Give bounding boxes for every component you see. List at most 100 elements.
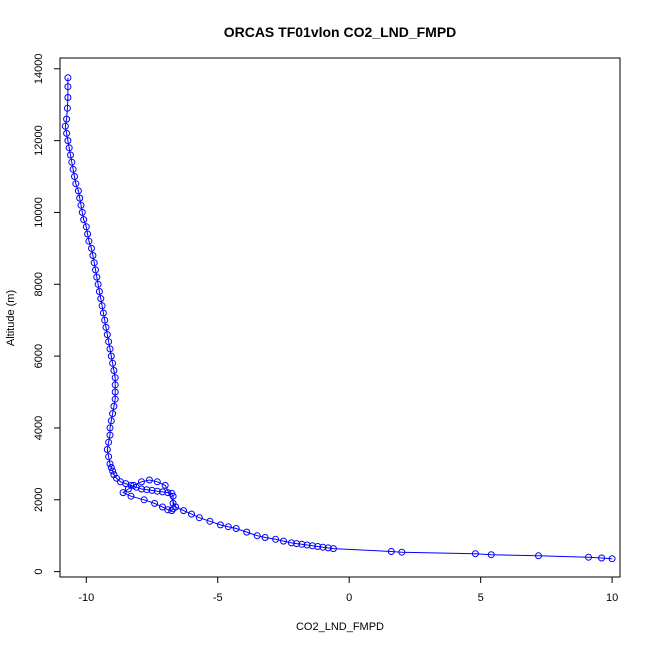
y-tick-label: 12000 <box>33 125 45 156</box>
data-point <box>598 554 606 562</box>
data-point <box>88 244 95 252</box>
data-point <box>164 506 172 514</box>
data-point <box>272 535 280 543</box>
data-point <box>103 331 111 339</box>
data-point <box>585 553 592 561</box>
x-tick-label: 5 <box>478 592 484 604</box>
data-point <box>89 252 97 259</box>
data-point <box>143 486 151 494</box>
data-point <box>64 83 72 91</box>
y-tick-label: 0 <box>33 569 45 575</box>
data-point <box>206 517 214 525</box>
data-point <box>127 492 135 500</box>
data-point <box>253 532 261 540</box>
data-point <box>138 485 145 493</box>
data-point <box>74 187 82 195</box>
y-tick-label: 4000 <box>33 416 45 440</box>
data-point <box>130 481 138 489</box>
data-point <box>232 525 240 532</box>
data-point <box>314 543 322 550</box>
data-point <box>161 481 169 489</box>
data-point <box>64 137 72 145</box>
data-point <box>71 173 78 180</box>
data-point <box>69 165 77 173</box>
data-point <box>287 539 295 547</box>
data-point <box>148 486 156 494</box>
data-point <box>303 541 311 549</box>
data-point <box>105 338 113 346</box>
data-point <box>102 323 110 331</box>
data-point <box>124 485 132 493</box>
series-layer <box>61 74 616 563</box>
data-point <box>85 237 93 245</box>
data-point <box>188 510 195 518</box>
data-point <box>90 259 98 267</box>
data-point <box>72 180 80 188</box>
data-point <box>119 489 127 497</box>
data-point <box>61 122 69 130</box>
data-point <box>169 492 177 500</box>
data-point <box>92 266 99 274</box>
data-point <box>94 280 102 288</box>
data-point <box>65 144 73 152</box>
data-point <box>113 474 120 482</box>
data-point <box>159 488 166 496</box>
data-point <box>84 230 92 238</box>
data-point <box>63 115 71 123</box>
data-point <box>387 548 395 555</box>
data-point <box>487 551 495 559</box>
data-point <box>105 438 113 446</box>
y-axis-label: Altitude (m) <box>5 290 17 346</box>
data-point <box>67 151 74 159</box>
data-point <box>111 395 119 403</box>
y-tick-label: 8000 <box>33 272 45 296</box>
data-point <box>78 208 86 216</box>
data-point <box>95 288 103 295</box>
data-point <box>308 542 316 550</box>
x-tick-label: 10 <box>606 592 618 604</box>
data-point <box>63 104 71 112</box>
data-point <box>109 410 117 418</box>
data-point <box>76 194 84 202</box>
plot-frame <box>59 57 621 578</box>
data-point <box>107 464 115 471</box>
y-tick-label: 6000 <box>33 344 45 368</box>
data-point <box>110 367 118 374</box>
data-point <box>107 352 115 360</box>
data-point <box>138 478 145 486</box>
data-point <box>145 476 153 484</box>
y-tick-label: 14000 <box>33 53 45 84</box>
chart-title: ORCAS TF01vlon CO2_LND_FMPD <box>224 24 457 40</box>
data-point <box>153 478 161 486</box>
data-point <box>329 545 337 553</box>
data-point <box>164 489 172 497</box>
data-point <box>319 543 327 551</box>
y-axis: 0 2000 4000 6000 8000 10000 12000 14000 <box>33 53 61 575</box>
data-point <box>608 555 616 563</box>
data-point <box>111 374 119 382</box>
x-tick-label: 0 <box>346 592 352 604</box>
data-point <box>109 359 117 367</box>
data-point <box>106 424 114 432</box>
data-point <box>106 460 114 468</box>
data-point <box>103 446 111 453</box>
data-point <box>109 467 117 475</box>
data-point <box>64 94 72 101</box>
data-point <box>80 216 88 224</box>
data-point <box>140 496 148 504</box>
data-point <box>298 540 306 548</box>
x-tick-label: -5 <box>213 592 223 604</box>
data-point <box>151 499 159 507</box>
data-point <box>535 552 542 560</box>
data-point <box>64 74 72 82</box>
data-point <box>63 129 71 137</box>
data-point <box>153 487 161 495</box>
data-point <box>98 302 106 310</box>
data-point <box>398 548 406 556</box>
data-point <box>111 388 119 396</box>
data-point <box>243 528 251 536</box>
data-point <box>261 534 269 541</box>
data-point <box>180 507 188 515</box>
data-point <box>97 295 105 303</box>
y-tick-label: 2000 <box>33 488 45 512</box>
